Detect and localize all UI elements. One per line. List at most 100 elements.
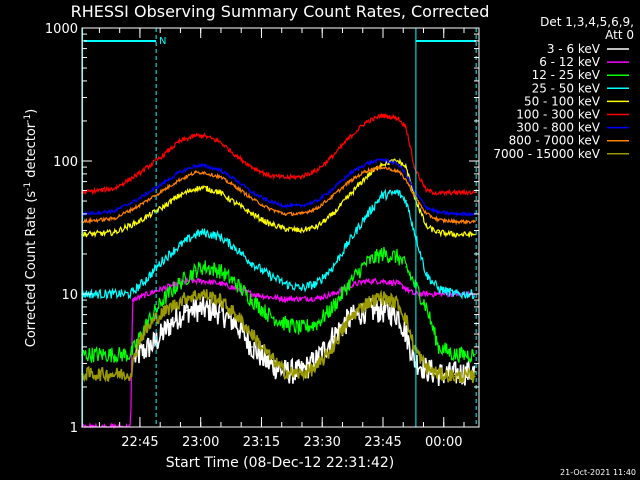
y-tick-label: 100 — [53, 155, 78, 170]
y-axis-label-end: ) — [24, 109, 39, 114]
legend-header-line2: Att 0 — [605, 28, 634, 42]
legend-label: 100 - 300 keV — [516, 108, 600, 122]
data-point — [137, 198, 140, 200]
x-axis-ticks: 22:45 23:00 23:15 23:30 23:45 00:00 — [98, 28, 465, 450]
data-point — [194, 171, 197, 174]
data-point — [251, 333, 253, 335]
plot-frame — [81, 27, 480, 428]
data-point — [300, 373, 302, 375]
series-line — [81, 276, 475, 429]
data-point — [178, 171, 180, 174]
data-point — [137, 339, 140, 341]
data-point — [332, 266, 335, 268]
legend-label: 50 - 100 keV — [524, 94, 601, 108]
data-point — [218, 176, 221, 178]
data-point — [202, 308, 205, 310]
data-point — [474, 353, 476, 356]
data-point — [251, 213, 253, 215]
data-point — [413, 293, 416, 295]
data-point — [251, 198, 253, 200]
data-point — [162, 182, 164, 185]
data-point — [405, 266, 407, 268]
data-point — [113, 210, 116, 212]
data-point — [453, 375, 456, 378]
data-point — [137, 173, 140, 175]
data-point — [474, 220, 476, 223]
data-point — [364, 163, 367, 165]
data-point — [170, 306, 172, 308]
legend-label: 300 - 800 keV — [516, 121, 600, 135]
y-axis-label-main: Corrected Count Rate (s — [24, 191, 39, 348]
data-point — [202, 266, 205, 268]
data-point — [162, 189, 164, 192]
data-point — [316, 297, 318, 300]
data-point — [437, 231, 440, 234]
data-point — [235, 179, 237, 181]
x-tick-label: 23:30 — [303, 435, 340, 450]
data-point — [202, 165, 205, 167]
y-tick-label: 1 — [70, 421, 78, 436]
data-point — [364, 170, 367, 172]
data-point — [283, 371, 286, 373]
data-point — [267, 353, 270, 356]
data-point — [348, 240, 351, 242]
data-point — [146, 322, 148, 325]
data-point — [194, 269, 197, 272]
data-point — [437, 293, 440, 295]
data-point — [413, 359, 416, 361]
legend-label: 3 - 6 keV — [547, 42, 601, 56]
data-point — [113, 187, 116, 190]
data-point — [202, 186, 205, 189]
data-point — [453, 233, 456, 236]
data-point — [364, 262, 367, 265]
data-point — [348, 180, 351, 183]
data-point — [425, 213, 428, 215]
data-point — [267, 207, 270, 210]
data-point — [300, 205, 302, 207]
plot-area — [81, 27, 480, 429]
data-point — [453, 191, 456, 194]
data-point — [162, 259, 164, 261]
data-point — [178, 245, 180, 247]
data-point — [251, 262, 253, 265]
x-tick-label: 23:00 — [182, 435, 219, 450]
data-point — [425, 306, 428, 308]
data-point — [381, 296, 383, 298]
data-point — [397, 282, 399, 285]
data-point — [154, 341, 156, 344]
y-axis-label-sup1: -1 — [23, 182, 33, 191]
data-point — [113, 231, 116, 234]
data-point — [405, 318, 407, 320]
data-point — [202, 293, 205, 295]
data-point — [381, 194, 383, 197]
data-point — [405, 166, 407, 168]
data-point — [186, 309, 189, 312]
data-point — [332, 187, 335, 190]
data-point — [235, 313, 237, 316]
data-point — [316, 359, 318, 361]
data-point — [397, 160, 399, 162]
data-point — [267, 174, 270, 177]
data-point — [267, 222, 270, 225]
data-point — [235, 247, 237, 250]
data-point — [348, 194, 351, 197]
data-point — [300, 176, 302, 178]
series-line — [81, 289, 476, 384]
data-point — [202, 280, 205, 282]
legend-label: 12 - 25 keV — [532, 68, 601, 82]
data-point — [194, 165, 197, 167]
x-tick-label: 22:45 — [121, 435, 158, 450]
series-800-7000kev — [81, 164, 476, 226]
series-layer — [81, 112, 476, 429]
timestamp: 21-Oct-2021 11:40 — [560, 468, 636, 477]
data-point — [348, 318, 351, 320]
data-point — [194, 187, 197, 190]
data-point — [364, 176, 367, 179]
data-point — [154, 318, 156, 320]
data-point — [218, 168, 221, 171]
data-point — [235, 282, 237, 285]
chart-title: RHESSI Observing Summary Count Rates, Co… — [71, 2, 490, 21]
data-point — [218, 299, 221, 301]
data-point — [332, 346, 335, 348]
